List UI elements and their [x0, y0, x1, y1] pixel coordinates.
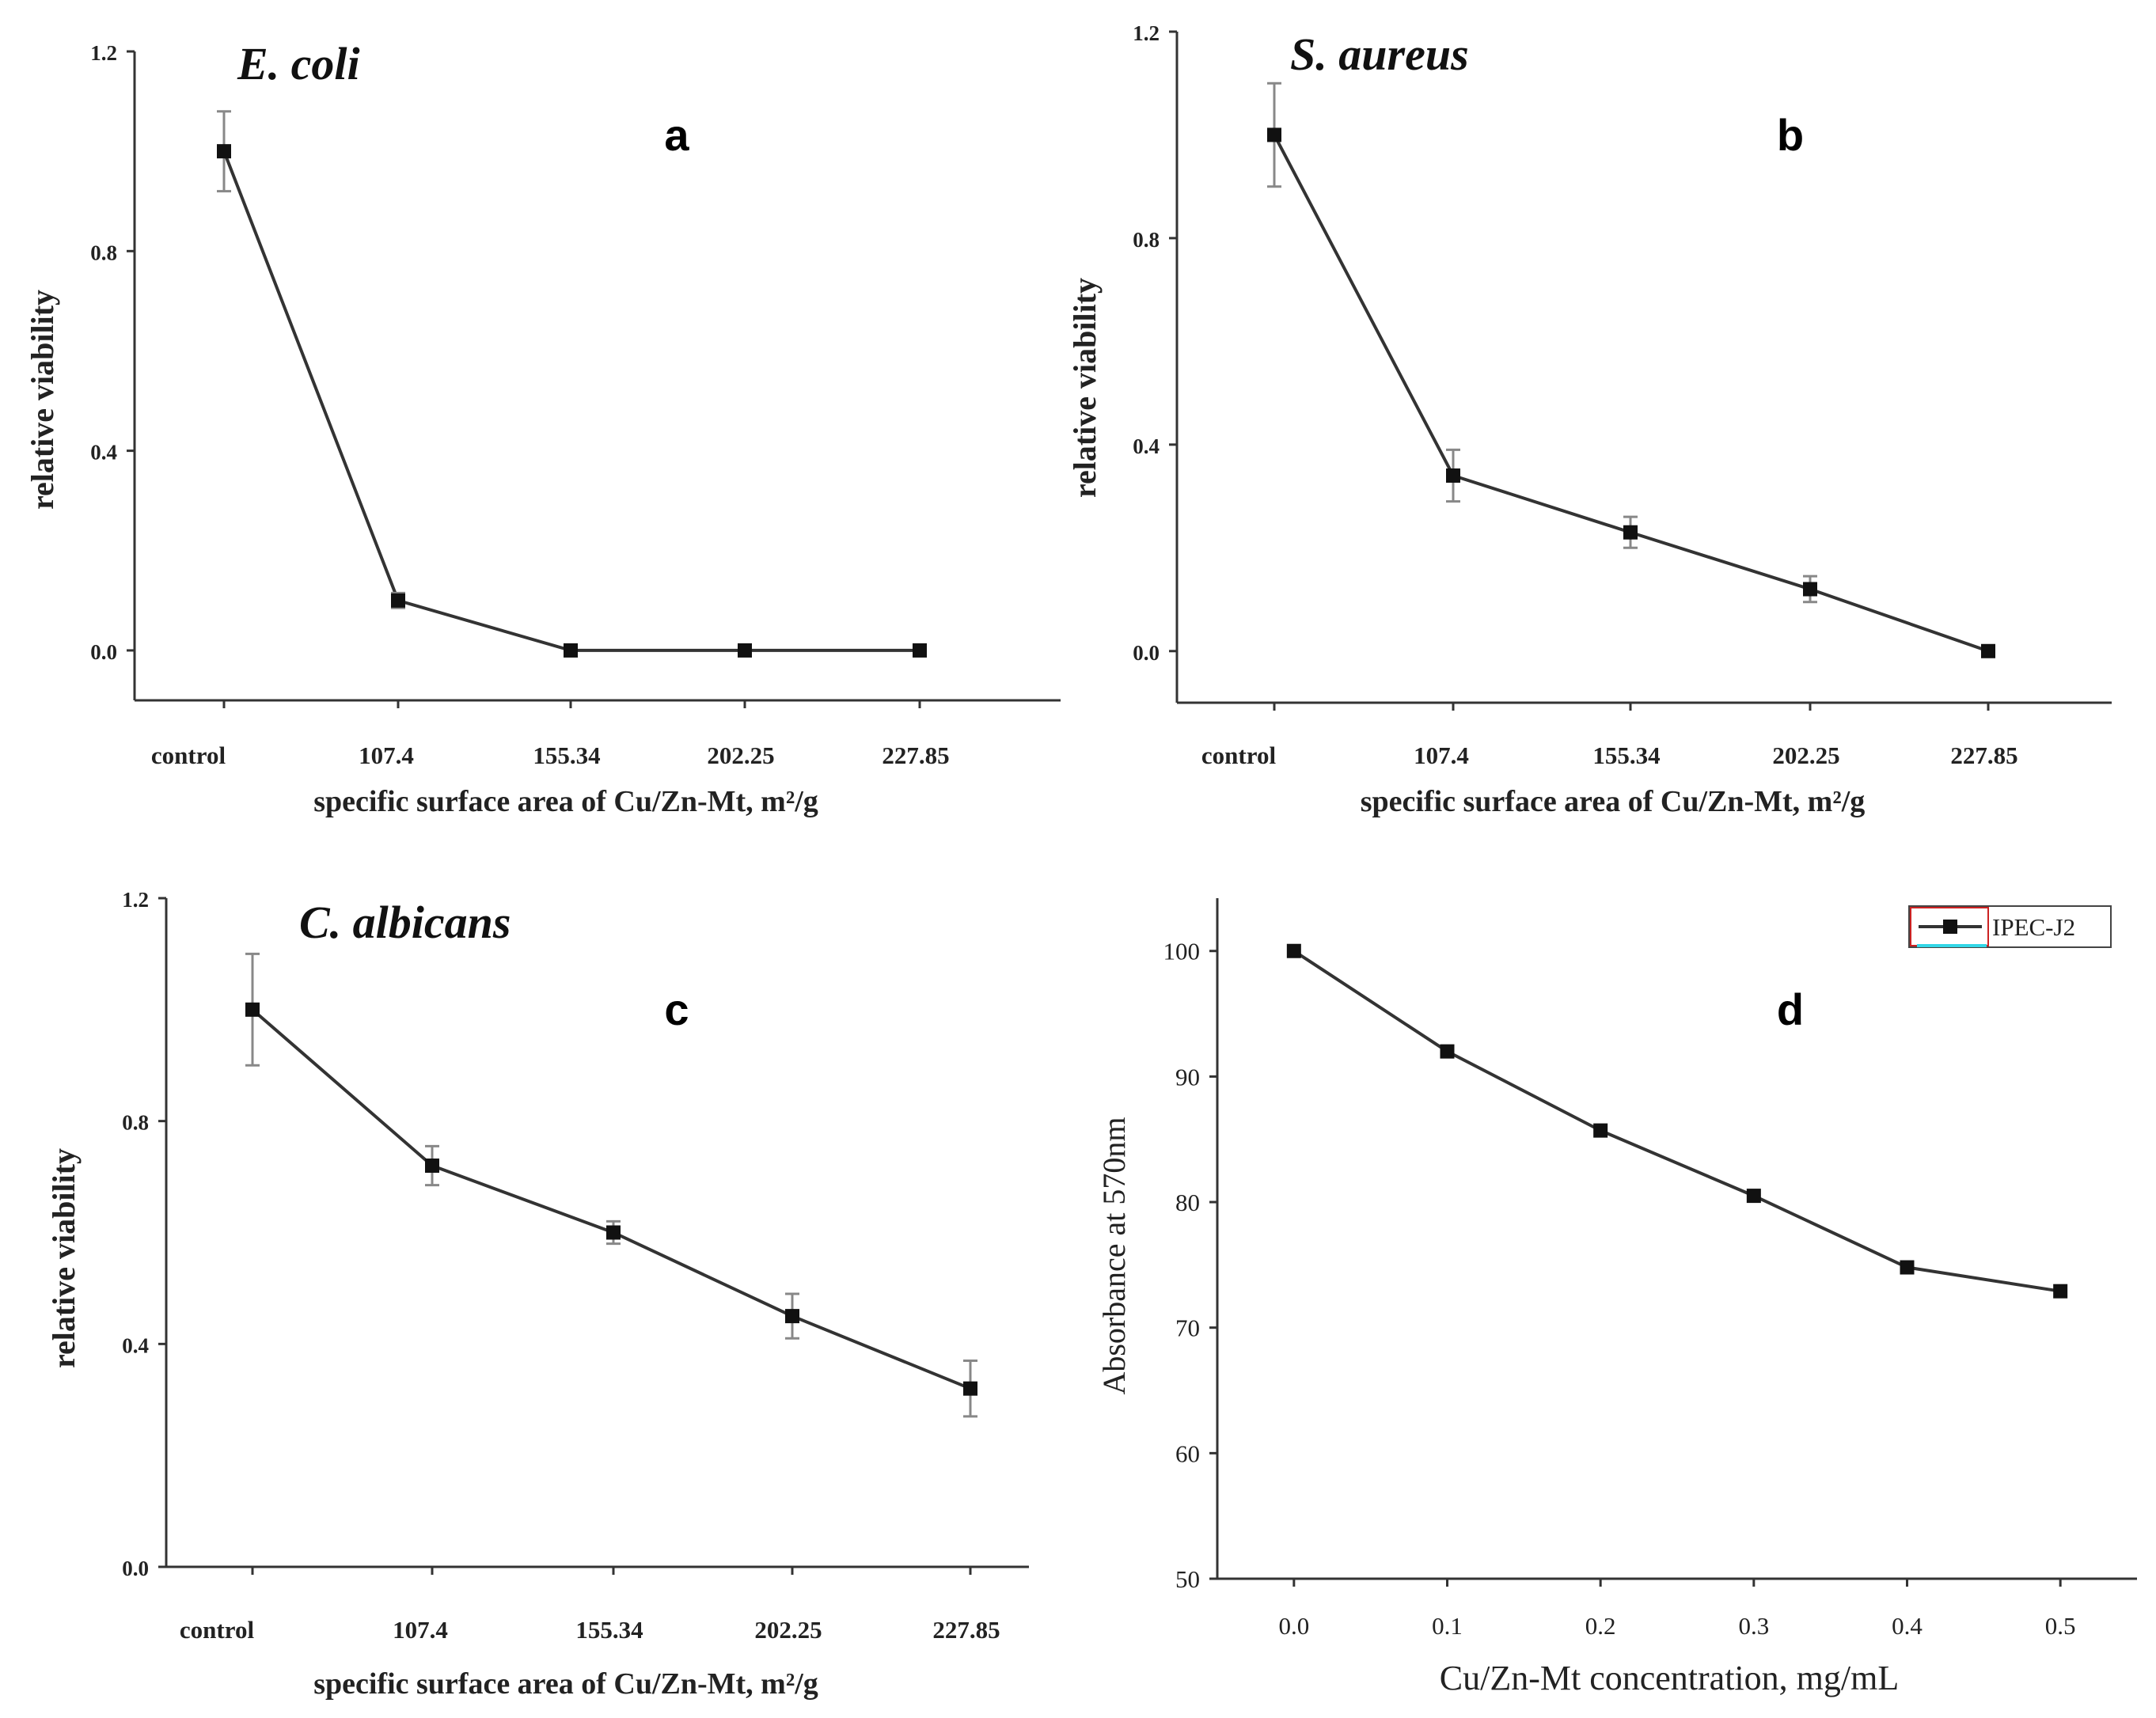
x-tick-label: 0.2	[1585, 1612, 1616, 1640]
data-point	[913, 643, 927, 658]
series-line	[251, 1008, 971, 1390]
panel-label: d	[1777, 984, 1804, 1034]
panel-d: 50 60 70 80 90 100 0.0 0.1 0.2 0.3 0.4 0.5 Cu/Zn-Mt …	[1096, 898, 2137, 1697]
legend-marker	[1943, 920, 1957, 934]
x-tick-label: 0.0	[1278, 1612, 1309, 1640]
x-axis-title: specific surface area of Cu/Zn-Mt, m²/g	[313, 785, 818, 818]
series-line-ipec-j2	[1292, 950, 2061, 1293]
x-tick-label: 0.4	[1892, 1612, 1923, 1640]
data-point	[1746, 1189, 1761, 1204]
legend-box	[1908, 905, 2112, 948]
y-tick-label: 70	[1175, 1314, 1200, 1342]
chart-title: S. aureus	[1290, 28, 1469, 80]
category-label: control	[180, 1616, 255, 1644]
category-label: 155.34	[575, 1616, 643, 1644]
data-point	[1981, 643, 1995, 658]
category-label: 202.25	[707, 741, 774, 769]
data-point	[1900, 1260, 1915, 1275]
y-axis-title: Absorbance at 570nm	[1096, 1117, 1132, 1394]
data-point	[391, 593, 405, 608]
panel-label: a	[664, 110, 689, 160]
y-tick-label: 1.2	[90, 41, 117, 65]
y-tick-label: 0.0	[90, 640, 117, 664]
category-label: 107.4	[1414, 741, 1469, 769]
data-point	[564, 643, 578, 658]
panel-b: 0.0 0.4 0.8 1.2 control 107.4 155.34 202.25 227.…	[1067, 21, 2112, 818]
chart-title: E. coli	[237, 38, 360, 89]
x-tick-label: 0.1	[1432, 1612, 1463, 1640]
data-point	[1623, 525, 1638, 540]
series-line	[1273, 134, 1989, 653]
category-label: 107.4	[393, 1616, 448, 1644]
y-tick-label: 90	[1175, 1063, 1200, 1090]
category-label: 155.34	[1592, 741, 1660, 769]
panel-c: 0.0 0.4 0.8 1.2 control 107.4 155.34 202.25 227.…	[46, 888, 1029, 1701]
x-tick-label: 0.3	[1738, 1612, 1769, 1640]
y-tick-label: 80	[1175, 1189, 1200, 1216]
data-point	[217, 144, 231, 159]
y-tick-label: 0.0	[1133, 641, 1160, 665]
data-point	[738, 643, 752, 658]
y-tick-label: 0.4	[90, 441, 117, 465]
y-tick-label: 0.4	[122, 1333, 149, 1357]
category-label: control	[1201, 741, 1277, 769]
data-point	[1286, 943, 1301, 958]
category-label: 227.85	[1950, 741, 2017, 769]
chart-title: C. albicans	[299, 897, 511, 948]
data-point	[245, 1002, 260, 1017]
x-axis-title: specific surface area of Cu/Zn-Mt, m²/g	[1361, 785, 1866, 818]
y-axis-title: relative viability	[25, 290, 60, 510]
y-axis-title: relative viability	[46, 1148, 82, 1368]
y-tick-label: 0.8	[1133, 228, 1160, 252]
y-tick-label: 0.4	[1133, 434, 1160, 458]
category-label: control	[151, 741, 226, 769]
x-axis-title: Cu/Zn-Mt concentration, mg/mL	[1440, 1659, 1899, 1697]
category-label: 227.85	[882, 741, 949, 769]
y-tick-label: 1.2	[122, 888, 149, 912]
y-tick-label: 50	[1175, 1565, 1200, 1593]
category-label: 107.4	[359, 741, 414, 769]
category-label: 202.25	[1772, 741, 1839, 769]
y-tick-label: 0.8	[90, 241, 117, 264]
data-point	[2053, 1284, 2068, 1299]
y-tick-label: 100	[1163, 938, 1201, 965]
data-point	[1446, 468, 1460, 483]
y-tick-label: 60	[1175, 1439, 1200, 1467]
data-point	[606, 1225, 621, 1240]
x-axis-title: specific surface area of Cu/Zn-Mt, m²/g	[313, 1667, 818, 1701]
y-tick-label: 1.2	[1133, 21, 1160, 45]
data-point	[785, 1309, 799, 1324]
data-point	[1267, 127, 1281, 142]
y-axis-title: relative viability	[1067, 278, 1103, 498]
category-label: 202.25	[754, 1616, 822, 1644]
data-point	[963, 1381, 977, 1396]
y-tick-label: 0.8	[122, 1111, 149, 1135]
x-tick-label: 0.5	[2045, 1612, 2076, 1640]
data-point	[425, 1159, 439, 1173]
data-point	[1803, 582, 1817, 597]
panel-label: b	[1777, 110, 1804, 160]
category-label: 155.34	[533, 741, 600, 769]
panel-a: 0.0 0.4 0.8 1.2 control 107.4 155.34 202.25 227.…	[25, 38, 1061, 818]
series-line	[222, 150, 920, 652]
category-label: 227.85	[932, 1616, 1000, 1644]
data-point	[1440, 1044, 1455, 1059]
y-tick-label: 0.0	[122, 1557, 149, 1580]
panel-label: c	[664, 984, 689, 1034]
legend-label: IPEC-J2	[1992, 913, 2075, 941]
data-point	[1593, 1123, 1608, 1138]
